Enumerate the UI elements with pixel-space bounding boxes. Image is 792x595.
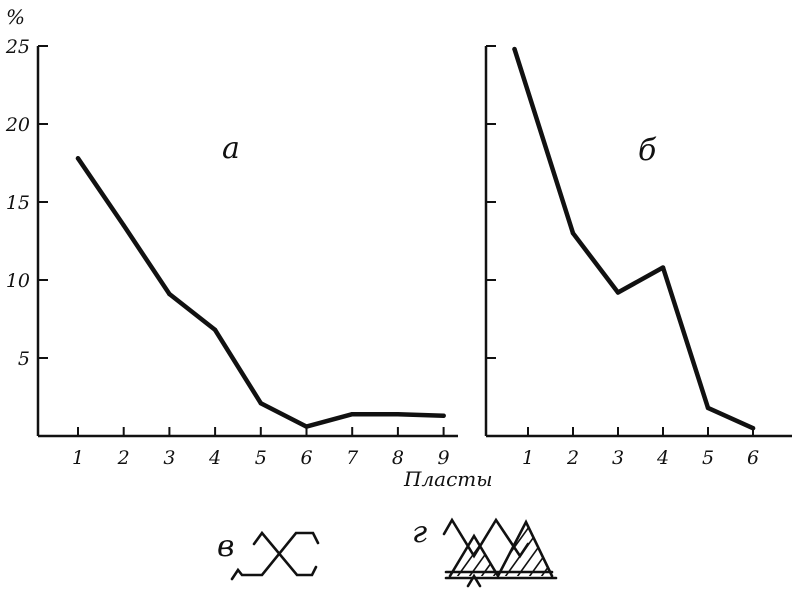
panel-b-x-tick-label: 5 (702, 447, 714, 469)
panel-a-x-tick-label: 1 (72, 447, 84, 469)
panel-b-label: б (638, 133, 657, 168)
panel-a-data-point (75, 156, 81, 161)
panel-b-x-tick-label: 3 (612, 447, 624, 469)
panel-b-data-point (750, 426, 756, 431)
panel-a-data-point (258, 401, 263, 406)
panel-a: а 5 10 15 20 25 1 2 3 4 5 6 7 8 9 (5, 36, 458, 469)
panel-a-x-tick-label: 4 (208, 447, 221, 469)
hatched-triangle-ornament-icon (442, 517, 558, 588)
panel-a-y-tick-label: 20 (5, 114, 30, 136)
panel-b-x-tick-label: 2 (566, 447, 579, 469)
panel-a-x-tick-label: 6 (300, 447, 312, 469)
panel-a-y-tick-label: 15 (6, 192, 30, 214)
panel-a-x-tick-label: 5 (255, 447, 267, 469)
panel-a-x-tick-label: 3 (163, 447, 175, 469)
panel-a-y-tick-label: 5 (18, 348, 30, 370)
panel-a-data-point (304, 424, 309, 429)
ornament-g-label: г (412, 515, 427, 550)
y-unit-label: % (6, 5, 25, 29)
panel-a-ticks: 5 10 15 20 25 1 2 3 4 5 6 7 8 9 (5, 36, 450, 469)
ornament-g: г (412, 515, 558, 588)
panel-b-x-tick-label: 4 (656, 447, 669, 469)
panel-a-data-point (441, 413, 446, 418)
ornament-v: в (217, 529, 320, 581)
panel-b-ticks: 1 2 3 4 5 6 (486, 45, 759, 469)
panel-b-data-point (660, 265, 666, 270)
panel-a-y-tick-label: 10 (6, 270, 30, 292)
panel-a-x-tick-label: 9 (438, 447, 450, 469)
panel-b-data-point (570, 231, 576, 236)
panel-b-series (512, 46, 756, 431)
panel-b-data-point (615, 290, 621, 295)
panel-a-data-point (212, 327, 218, 333)
panel-b-series-line (512, 46, 756, 431)
panel-b: б 1 2 3 4 5 6 (484, 45, 792, 469)
panel-a-data-point (167, 291, 172, 297)
panel-a-y-tick-label: 25 (5, 36, 30, 58)
panel-a-x-tick-label: 2 (117, 447, 130, 469)
panel-a-x-tick-label: 8 (392, 447, 404, 469)
panel-a-data-point (395, 411, 401, 417)
panel-b-x-tick-label: 1 (522, 447, 534, 469)
panel-b-data-point (705, 405, 711, 411)
panel-a-data-point (121, 223, 126, 228)
x-axis-label: Пласты (403, 467, 493, 491)
ornament-v-label: в (217, 529, 234, 564)
panel-b-x-tick-label: 6 (747, 447, 759, 469)
panel-a-x-tick-label: 7 (346, 447, 359, 469)
panel-a-label: а (222, 131, 240, 166)
panel-a-series (75, 156, 446, 429)
panel-a-data-point (350, 411, 355, 417)
crossed-zigzag-ornament-icon (230, 530, 320, 581)
panel-b-data-point (512, 46, 517, 52)
panel-a-series-line (75, 156, 446, 429)
